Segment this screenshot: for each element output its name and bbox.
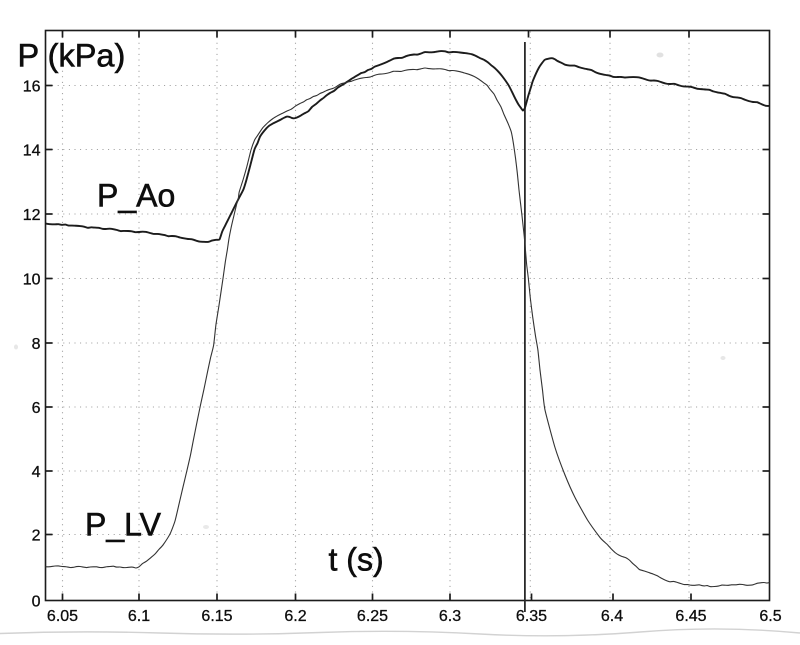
svg-text:6.5: 6.5 <box>759 608 781 625</box>
svg-text:6.1: 6.1 <box>128 608 150 625</box>
svg-text:4: 4 <box>32 464 41 481</box>
svg-text:16: 16 <box>23 78 41 95</box>
svg-text:6.2: 6.2 <box>284 608 306 625</box>
svg-text:P_Ao: P_Ao <box>97 178 175 214</box>
svg-text:2: 2 <box>32 527 41 544</box>
svg-text:P (kPa): P (kPa) <box>18 38 126 74</box>
svg-text:0: 0 <box>32 594 41 611</box>
svg-text:6.3: 6.3 <box>439 608 461 625</box>
svg-text:12: 12 <box>23 207 41 224</box>
svg-text:8: 8 <box>32 336 41 353</box>
svg-text:6: 6 <box>32 400 41 417</box>
svg-text:6.25: 6.25 <box>357 608 388 625</box>
svg-text:P_LV: P_LV <box>85 507 162 543</box>
svg-text:10: 10 <box>23 271 41 288</box>
svg-text:6.05: 6.05 <box>47 608 78 625</box>
svg-text:t (s): t (s) <box>329 542 384 578</box>
svg-text:6.45: 6.45 <box>675 608 706 625</box>
svg-text:6.4: 6.4 <box>601 608 623 625</box>
svg-text:6.15: 6.15 <box>201 608 232 625</box>
svg-text:6.35: 6.35 <box>516 608 547 625</box>
svg-text:14: 14 <box>23 142 41 159</box>
